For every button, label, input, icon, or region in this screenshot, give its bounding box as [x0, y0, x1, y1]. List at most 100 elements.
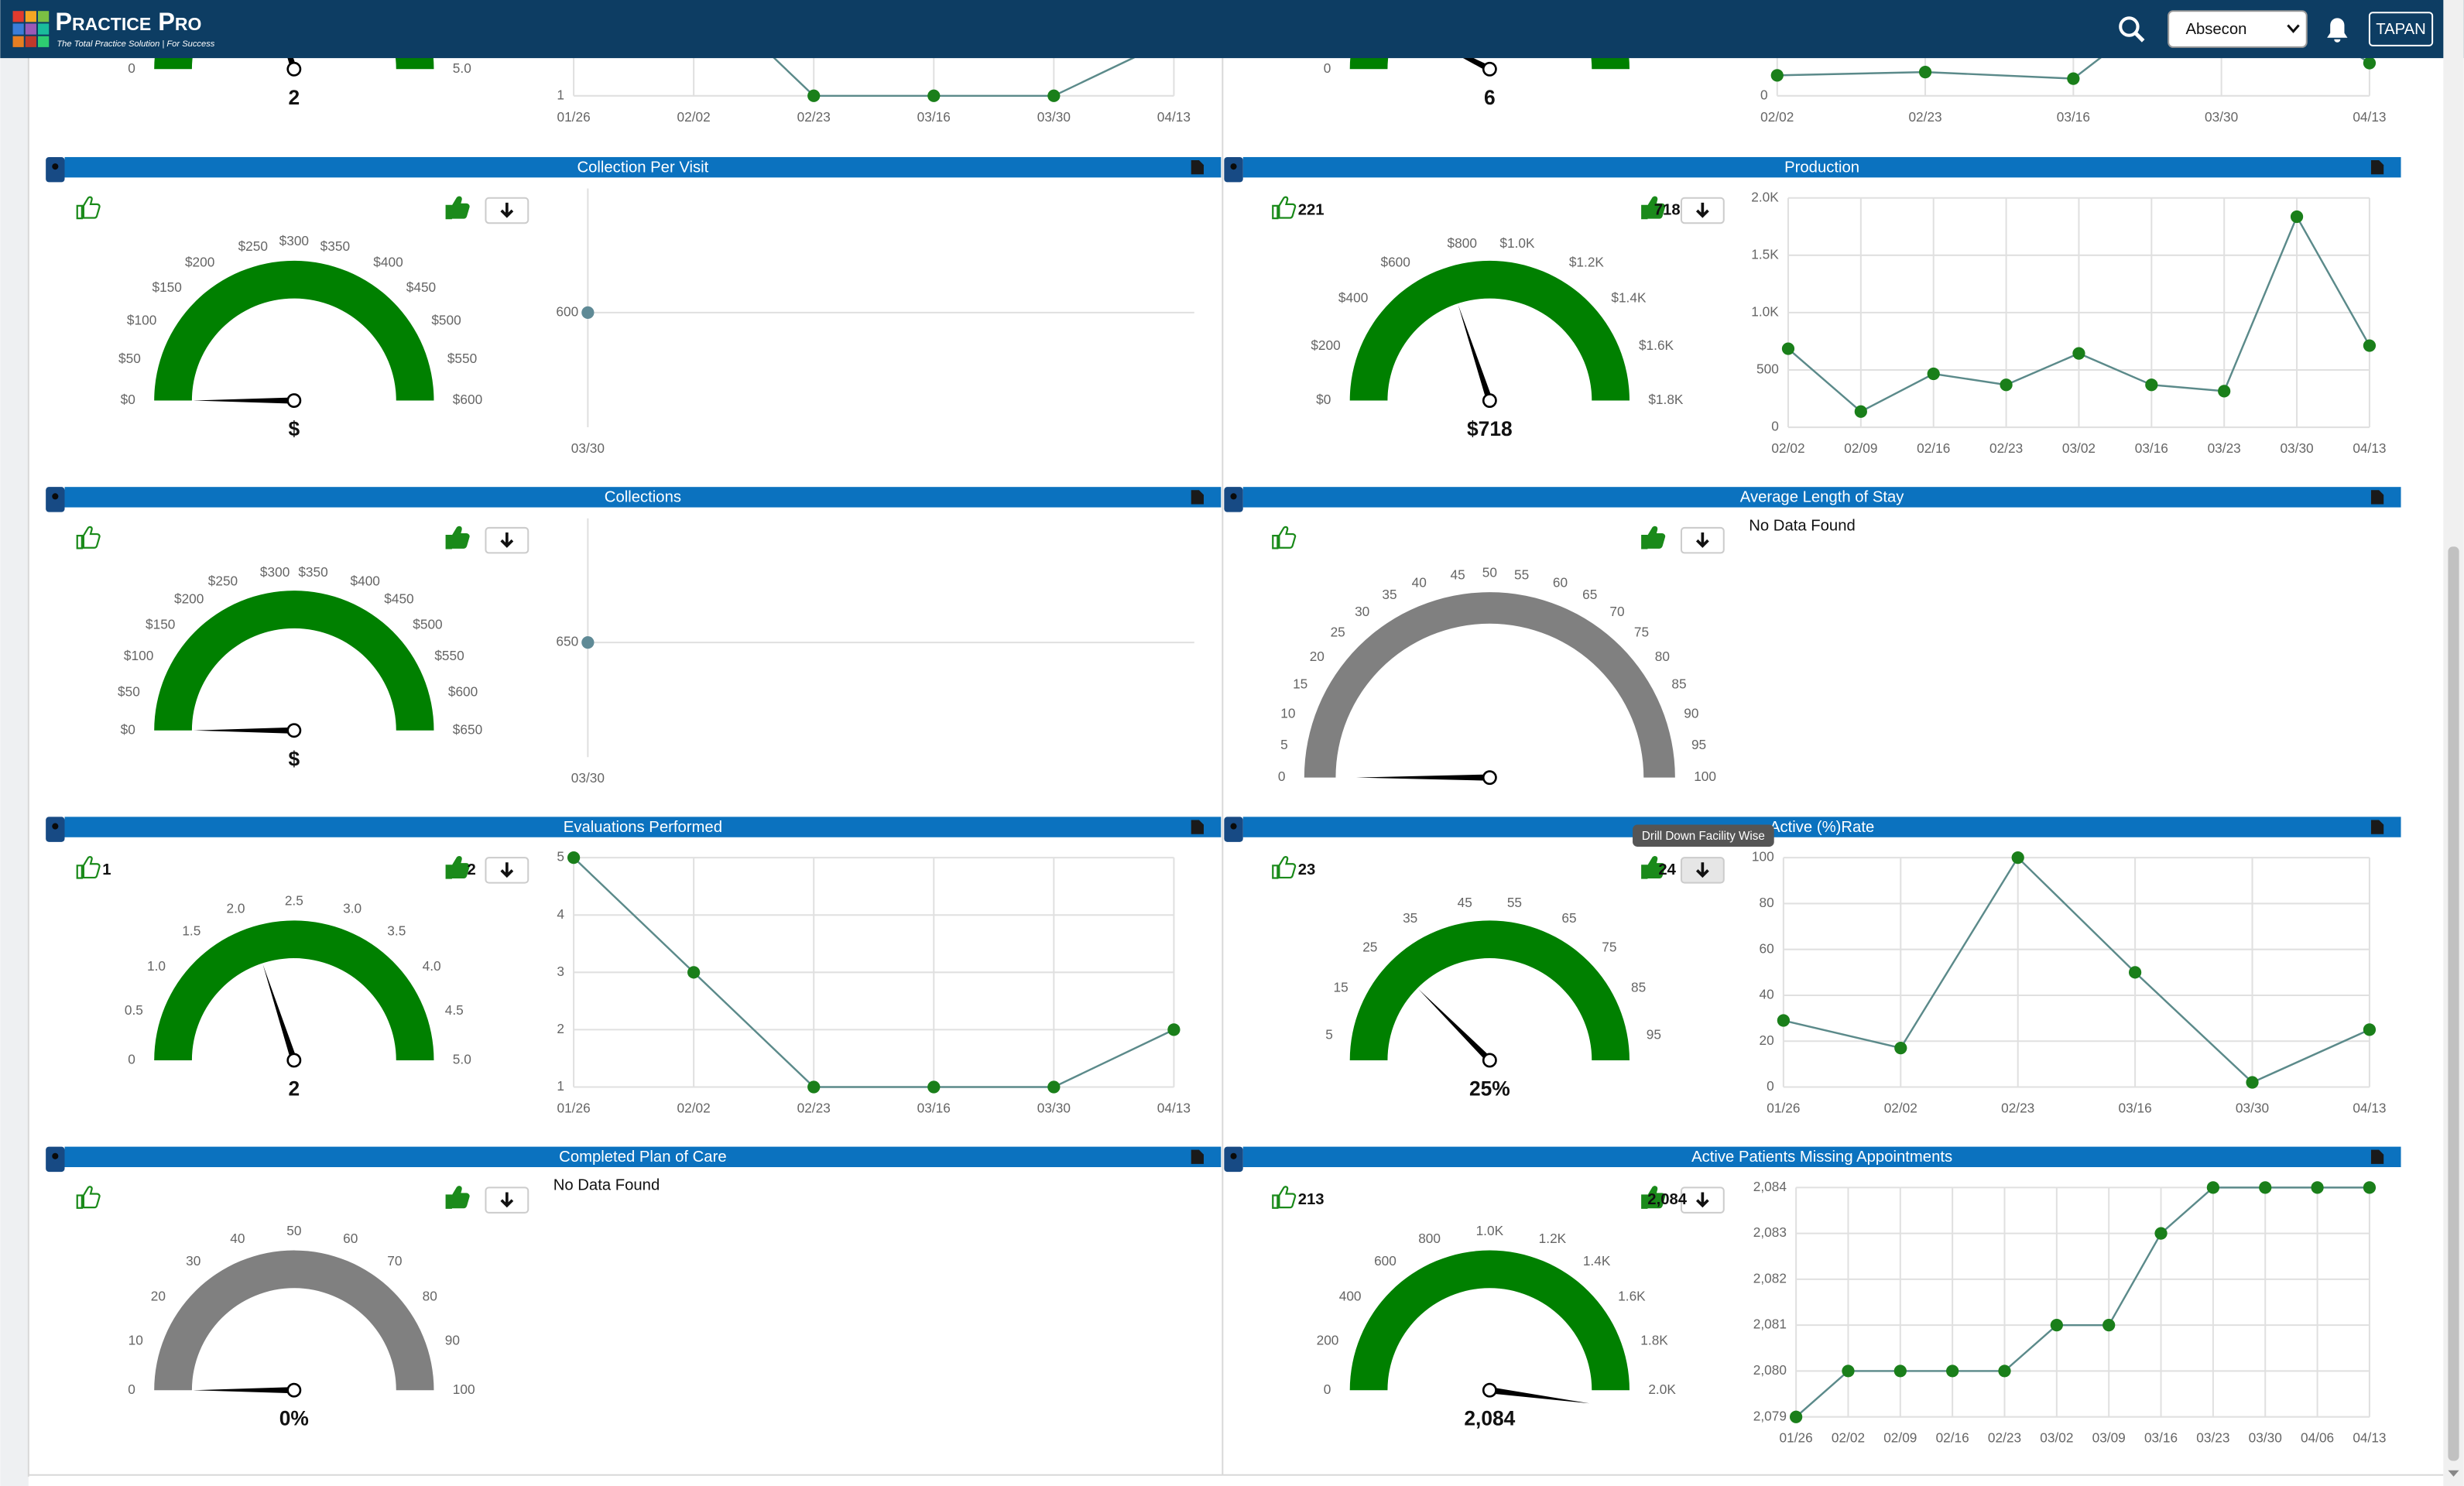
thumbs-up-count-icon[interactable] — [1272, 855, 1297, 879]
scrollbar-thumb[interactable] — [2448, 546, 2459, 1461]
export-icon[interactable] — [2370, 160, 2384, 175]
data-point — [1781, 342, 1795, 355]
thumbs-down-count-icon[interactable] — [445, 526, 470, 550]
gauge-hub — [1482, 1053, 1497, 1068]
thumbs-up-count-icon[interactable] — [1272, 196, 1297, 220]
gauge-value-label: 25% — [1469, 1077, 1510, 1101]
location-select[interactable] — [2168, 10, 2308, 48]
data-point — [581, 306, 595, 320]
panel-title: Collection Per Visit — [577, 159, 708, 176]
data-point — [2246, 1076, 2259, 1089]
thumbs-up-count-icon[interactable] — [76, 855, 101, 879]
gauge-tick-label: 1.2K — [1539, 1231, 1567, 1246]
gauge-tick-label: 15 — [1293, 676, 1307, 691]
export-icon[interactable] — [2370, 490, 2384, 505]
panel-title-bar — [1242, 487, 2401, 508]
thumbs-up-count-icon[interactable] — [1272, 1186, 1297, 1209]
gauge-tick-label: 80 — [423, 1288, 437, 1303]
gauge-tick-label: 0 — [128, 1052, 135, 1067]
y-tick-label: 4 — [557, 906, 564, 922]
user-button[interactable] — [2368, 12, 2434, 46]
drill-down-arrow — [500, 1192, 514, 1208]
y-tick-label: 600 — [556, 303, 578, 319]
header-bar — [0, 0, 2464, 59]
data-point — [2206, 1181, 2220, 1194]
x-tick-label: 02/02 — [1832, 1430, 1865, 1446]
x-tick-label: 02/02 — [1771, 440, 1804, 456]
gauge-tick-label: 2.0K — [1648, 1382, 1676, 1397]
gauge-value-label: 0% — [279, 1407, 309, 1430]
y-tick-label: 1.5K — [1751, 246, 1779, 262]
gauge-tick-label: 85 — [1631, 979, 1646, 995]
y-tick-label: 0 — [1767, 1078, 1774, 1094]
gauge-tick-label: 0 — [1324, 60, 1331, 76]
thumbs-up-count-icon[interactable] — [1272, 526, 1297, 550]
gauge-tick-label: $0 — [1316, 392, 1331, 407]
thumbs-up-count-icon[interactable] — [76, 526, 101, 550]
gauge-tick-label: $100 — [124, 648, 153, 663]
y-tick-label: 40 — [1760, 987, 1774, 1002]
export-icon[interactable] — [2370, 820, 2384, 834]
gauge-hub — [1482, 770, 1497, 786]
gauge-tick-label: 65 — [1582, 587, 1597, 602]
gauge-value-label: 2 — [288, 86, 300, 109]
thumbs-down-count-icon[interactable] — [1641, 526, 1666, 550]
scroll-down-arrow[interactable] — [2448, 1470, 2459, 1477]
thumbs-down-count-icon[interactable] — [445, 855, 470, 879]
panel-user-glyph — [52, 493, 59, 500]
gauge-arc — [1349, 260, 1630, 401]
notification-bell[interactable] — [2327, 18, 2348, 43]
data-point — [1770, 69, 1784, 82]
thumbs-down-count-icon[interactable] — [1641, 196, 1666, 220]
gauge-tick-label: 45 — [1450, 567, 1465, 583]
export-icon[interactable] — [1191, 160, 1204, 175]
gauge-tick-label: $300 — [260, 564, 290, 580]
x-tick-label: 02/23 — [797, 109, 831, 125]
thumbs-down-count-icon[interactable] — [1641, 1186, 1666, 1209]
export-icon[interactable] — [1191, 1149, 1204, 1164]
gauge-tick-label: $1.8K — [1648, 392, 1684, 407]
x-tick-label: 03/16 — [2135, 440, 2168, 456]
x-tick-label: 01/26 — [557, 1100, 591, 1115]
x-tick-label: 03/16 — [2144, 1430, 2178, 1446]
y-tick-label: 0 — [1771, 419, 1779, 434]
x-tick-label: 04/13 — [1157, 1100, 1191, 1115]
gauge-hub — [286, 61, 302, 77]
gauge-tick-label: 25 — [1362, 940, 1377, 955]
gauge-tick-label: 1.6K — [1618, 1288, 1646, 1303]
x-tick-label: 02/09 — [1883, 1430, 1917, 1446]
gauge-tick-label: $1.4K — [1611, 289, 1647, 305]
gauge-needle — [193, 727, 294, 734]
gauge-tick-label: $1.6K — [1639, 337, 1674, 353]
gauge-tick-label: $1.0K — [1499, 235, 1535, 251]
x-tick-label: 03/30 — [571, 440, 605, 456]
thumbs-up-count-icon[interactable] — [76, 1186, 101, 1209]
thumbs-down-count-icon[interactable] — [445, 1186, 470, 1209]
x-tick-label: 04/13 — [2353, 1100, 2386, 1115]
x-tick-label: 02/02 — [1884, 1100, 1917, 1115]
export-icon[interactable] — [1191, 820, 1204, 834]
gauge-needle — [1458, 304, 1493, 402]
down-count: 718 — [1654, 201, 1681, 218]
gauge-tick-label: 70 — [1609, 604, 1624, 619]
gauge-tick-label: 1.0K — [1476, 1223, 1504, 1238]
gauge-arc — [1349, 1250, 1630, 1391]
search-icon[interactable] — [2119, 16, 2145, 43]
gauge-tick-label: $300 — [279, 233, 309, 248]
gauge-needle — [193, 1387, 294, 1394]
tooltip: Drill Down Facility Wise — [1633, 824, 1774, 847]
thumbs-down-count-icon[interactable] — [445, 196, 470, 220]
gauge-tick-label: 0 — [1324, 1382, 1331, 1397]
data-point — [581, 635, 595, 649]
thumbs-up-count-icon[interactable] — [76, 196, 101, 220]
data-point — [2145, 378, 2158, 392]
gauge-tick-label: 1.0 — [147, 958, 166, 974]
thumbs-down-count-icon[interactable] — [1641, 855, 1666, 879]
gauge-tick-label: 0 — [1278, 769, 1286, 784]
gauge-tick-label: 35 — [1382, 587, 1396, 602]
export-icon[interactable] — [1191, 490, 1204, 505]
tooltip-text: Drill Down Facility Wise — [1642, 830, 1765, 843]
line-series — [1783, 856, 2370, 1084]
export-icon[interactable] — [2370, 1149, 2384, 1164]
gauge-tick-label: 2.5 — [285, 893, 303, 909]
